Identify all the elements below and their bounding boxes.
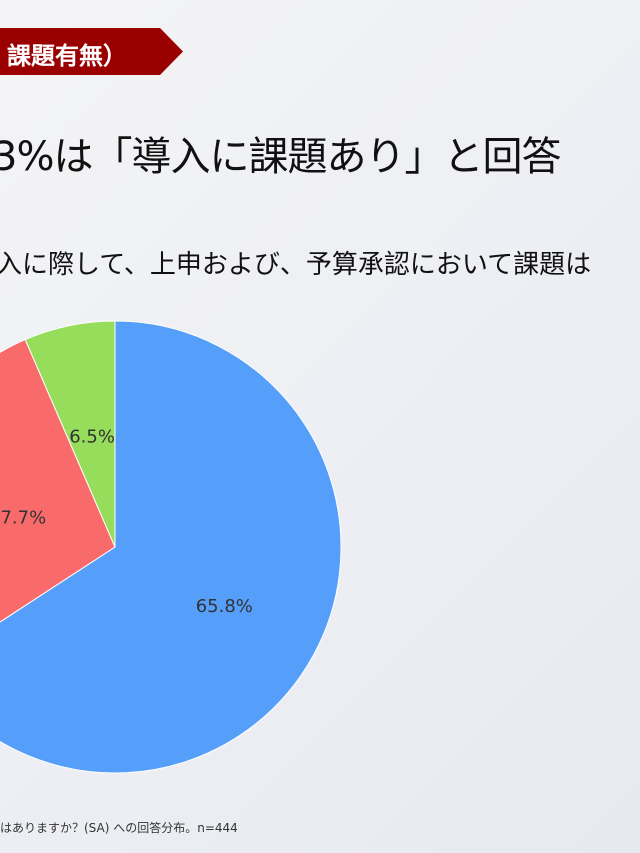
slice-label: 65.8% (196, 596, 253, 617)
section-banner: 課題有無） (0, 28, 183, 75)
pie-slice (0, 338, 116, 623)
question-text: 入に際して、上申および、予算承認において課題は (0, 250, 592, 280)
pie-slice (0, 320, 342, 774)
banner-label: 課題有無） (7, 42, 127, 70)
pie-slice (24, 320, 116, 548)
slice-label: 27.7% (0, 508, 46, 529)
page-title: 3%は「導入に課題あり」と回答 (0, 134, 561, 180)
slice-label: 6.5% (69, 426, 115, 447)
footnote: はありますか？(SA) への回答分布。n=444 (0, 821, 238, 835)
